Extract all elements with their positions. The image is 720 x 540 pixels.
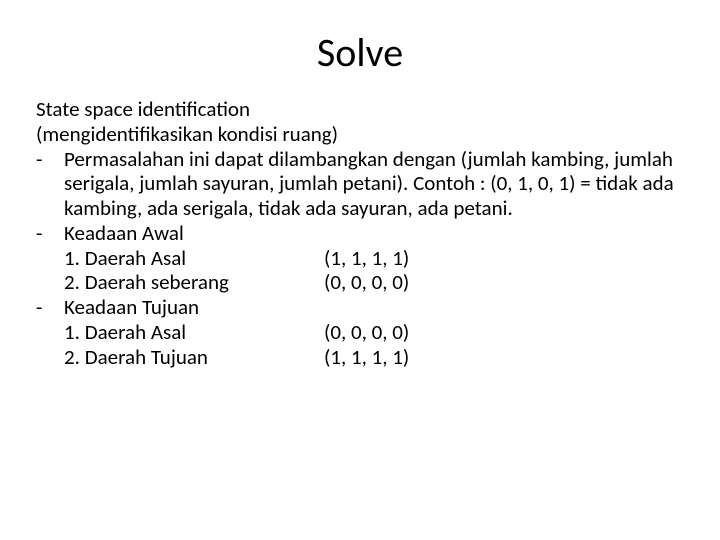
bullet-3-sub-2: 2. Daerah Tujuan (1, 1, 1, 1) xyxy=(36,345,684,370)
bullet-dash: - xyxy=(36,221,64,246)
b3-row1-label: 1. Daerah Asal xyxy=(64,320,324,345)
bullet-3-sub-1: 1. Daerah Asal (0, 0, 0, 0) xyxy=(36,320,684,345)
bullet-1: - Permasalahan ini dapat dilambangkan de… xyxy=(36,147,684,221)
bullet-dash: - xyxy=(36,295,64,320)
b3-row2-label: 2. Daerah Tujuan xyxy=(64,345,324,370)
bullet-3-text: Keadaan Tujuan xyxy=(64,295,684,320)
indent xyxy=(36,270,64,295)
indent xyxy=(36,345,64,370)
bullet-2-text: Keadaan Awal xyxy=(64,221,684,246)
slide-title: Solve xyxy=(0,0,720,97)
heading-line-2: (mengidentifikasikan kondisi ruang) xyxy=(36,122,684,147)
bullet-dash: - xyxy=(36,147,64,221)
indent xyxy=(36,320,64,345)
bullet-1-text: Permasalahan ini dapat dilambangkan deng… xyxy=(64,147,684,221)
bullet-2-sub-2: 2. Daerah seberang (0, 0, 0, 0) xyxy=(36,270,684,295)
bullet-3: - Keadaan Tujuan xyxy=(36,295,684,320)
heading-line-1: State space identification xyxy=(36,97,684,122)
slide: Solve State space identification (mengid… xyxy=(0,0,720,540)
b3-row2-value: (1, 1, 1, 1) xyxy=(324,345,684,370)
slide-body: State space identification (mengidentifi… xyxy=(0,97,720,369)
indent xyxy=(36,246,64,271)
b2-row1-label: 1. Daerah Asal xyxy=(64,246,324,271)
b2-row2-value: (0, 0, 0, 0) xyxy=(324,270,684,295)
bullet-2-sub-1: 1. Daerah Asal (1, 1, 1, 1) xyxy=(36,246,684,271)
b2-row2-label: 2. Daerah seberang xyxy=(64,270,324,295)
bullet-2: - Keadaan Awal xyxy=(36,221,684,246)
b2-row1-value: (1, 1, 1, 1) xyxy=(324,246,684,271)
b3-row1-value: (0, 0, 0, 0) xyxy=(324,320,684,345)
